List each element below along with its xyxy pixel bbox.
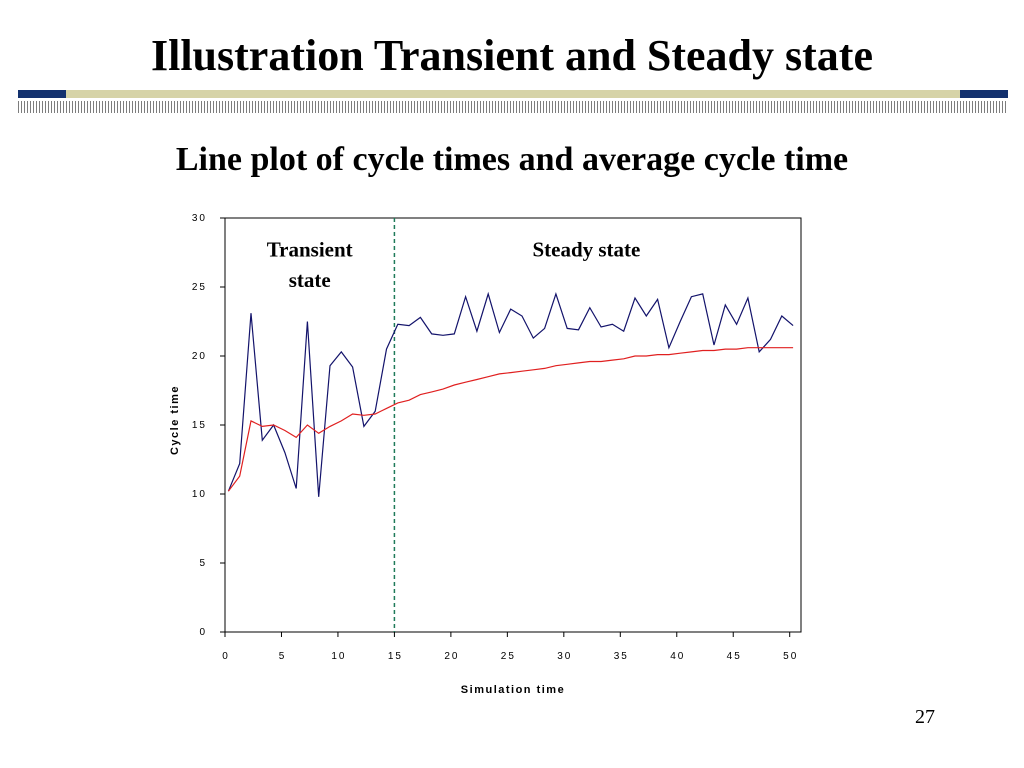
x-tick-label: 5: [279, 651, 287, 662]
annotation-steady-state: Steady state: [532, 238, 640, 262]
x-tick-label: 50: [783, 651, 798, 662]
x-tick-label: 20: [444, 651, 459, 662]
rule-cap-right: [960, 90, 1008, 98]
cycle-time-chart: 0 5 10 15 20 25 30 0 5 10 15 20 25 30 35 40 45 50 Simulati…: [169, 213, 802, 696]
average-cycle-time-series-line: [227, 347, 794, 492]
y-tick-label: 25: [192, 282, 207, 293]
cycle-time-series-line: [227, 291, 794, 497]
x-tick-label: 25: [501, 651, 516, 662]
title-rule: [18, 90, 1008, 98]
x-tick-label: 30: [557, 651, 572, 662]
y-tick-label: 15: [192, 420, 207, 431]
annotation-transient-state: state: [289, 268, 331, 292]
x-axis-label: Simulation time: [461, 684, 565, 696]
x-tick-label: 10: [331, 651, 346, 662]
rule-cap-left: [18, 90, 66, 98]
x-tick-label: 15: [388, 651, 403, 662]
y-tick-label: 20: [192, 351, 207, 362]
y-axis-label: Cycle time: [169, 385, 181, 455]
y-tick-label: 10: [192, 489, 207, 500]
slide-subtitle: Line plot of cycle times and average cyc…: [175, 141, 849, 178]
title-rule-stripes: [18, 101, 1008, 113]
annotation-transient: Transient: [267, 238, 353, 262]
y-tick-label: 0: [199, 627, 207, 638]
y-tick-label: 5: [199, 558, 207, 569]
x-tick-label: 40: [670, 651, 685, 662]
x-tick-label: 45: [727, 651, 742, 662]
page-number: 27: [915, 706, 935, 728]
y-tick-label: 30: [192, 213, 207, 224]
slide-title: Illustration Transient and Steady state: [150, 31, 873, 80]
x-tick-label: 35: [614, 651, 629, 662]
x-tick-label: 0: [222, 651, 230, 662]
